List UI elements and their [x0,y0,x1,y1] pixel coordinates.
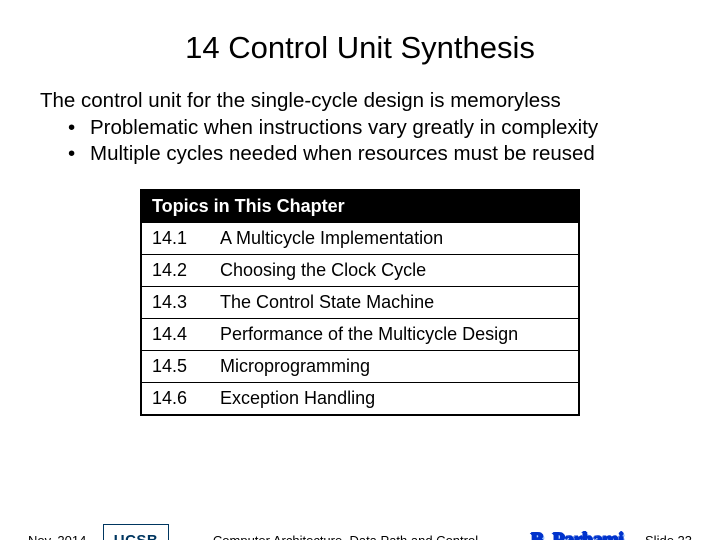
table-row: 14.1 A Multicycle Implementation [141,222,579,254]
topic-title: Exception Handling [210,382,579,415]
table-row: 14.3 The Control State Machine [141,286,579,318]
table-row: 14.2 Choosing the Clock Cycle [141,254,579,286]
intro-bullet: Multiple cycles needed when resources mu… [68,141,680,167]
topics-header: Topics in This Chapter [141,190,579,223]
topic-title: The Control State Machine [210,286,579,318]
footer-date: Nov. 2014 [28,533,103,540]
topics-table: Topics in This Chapter 14.1 A Multicycle… [140,189,580,416]
table-row: 14.5 Microprogramming [141,350,579,382]
topic-title: Choosing the Clock Cycle [210,254,579,286]
topic-number: 14.6 [141,382,210,415]
footer-course: Computer Architecture, Data Path and Con… [169,533,522,540]
topic-number: 14.2 [141,254,210,286]
topic-number: 14.4 [141,318,210,350]
intro-bullets: Problematic when instructions vary great… [40,115,680,167]
topic-title: Microprogramming [210,350,579,382]
table-row: 14.6 Exception Handling [141,382,579,415]
topic-title: Performance of the Multicycle Design [210,318,579,350]
topic-title: A Multicycle Implementation [210,222,579,254]
footer-author: B. Parhami [522,529,632,540]
slide: 14 Control Unit Synthesis The control un… [0,30,720,540]
author-name: B. Parhami [531,529,624,540]
intro-bullet: Problematic when instructions vary great… [68,115,680,141]
footer: Nov. 2014 UCSB Computer Architecture, Da… [0,524,720,540]
footer-slide-number: Slide 23 [632,533,692,540]
ucsb-logo: UCSB [103,524,169,540]
topic-number: 14.3 [141,286,210,318]
intro-block: The control unit for the single-cycle de… [40,88,680,167]
table-row: 14.4 Performance of the Multicycle Desig… [141,318,579,350]
topic-number: 14.5 [141,350,210,382]
intro-lead: The control unit for the single-cycle de… [40,88,680,114]
topic-number: 14.1 [141,222,210,254]
slide-title: 14 Control Unit Synthesis [0,30,720,66]
